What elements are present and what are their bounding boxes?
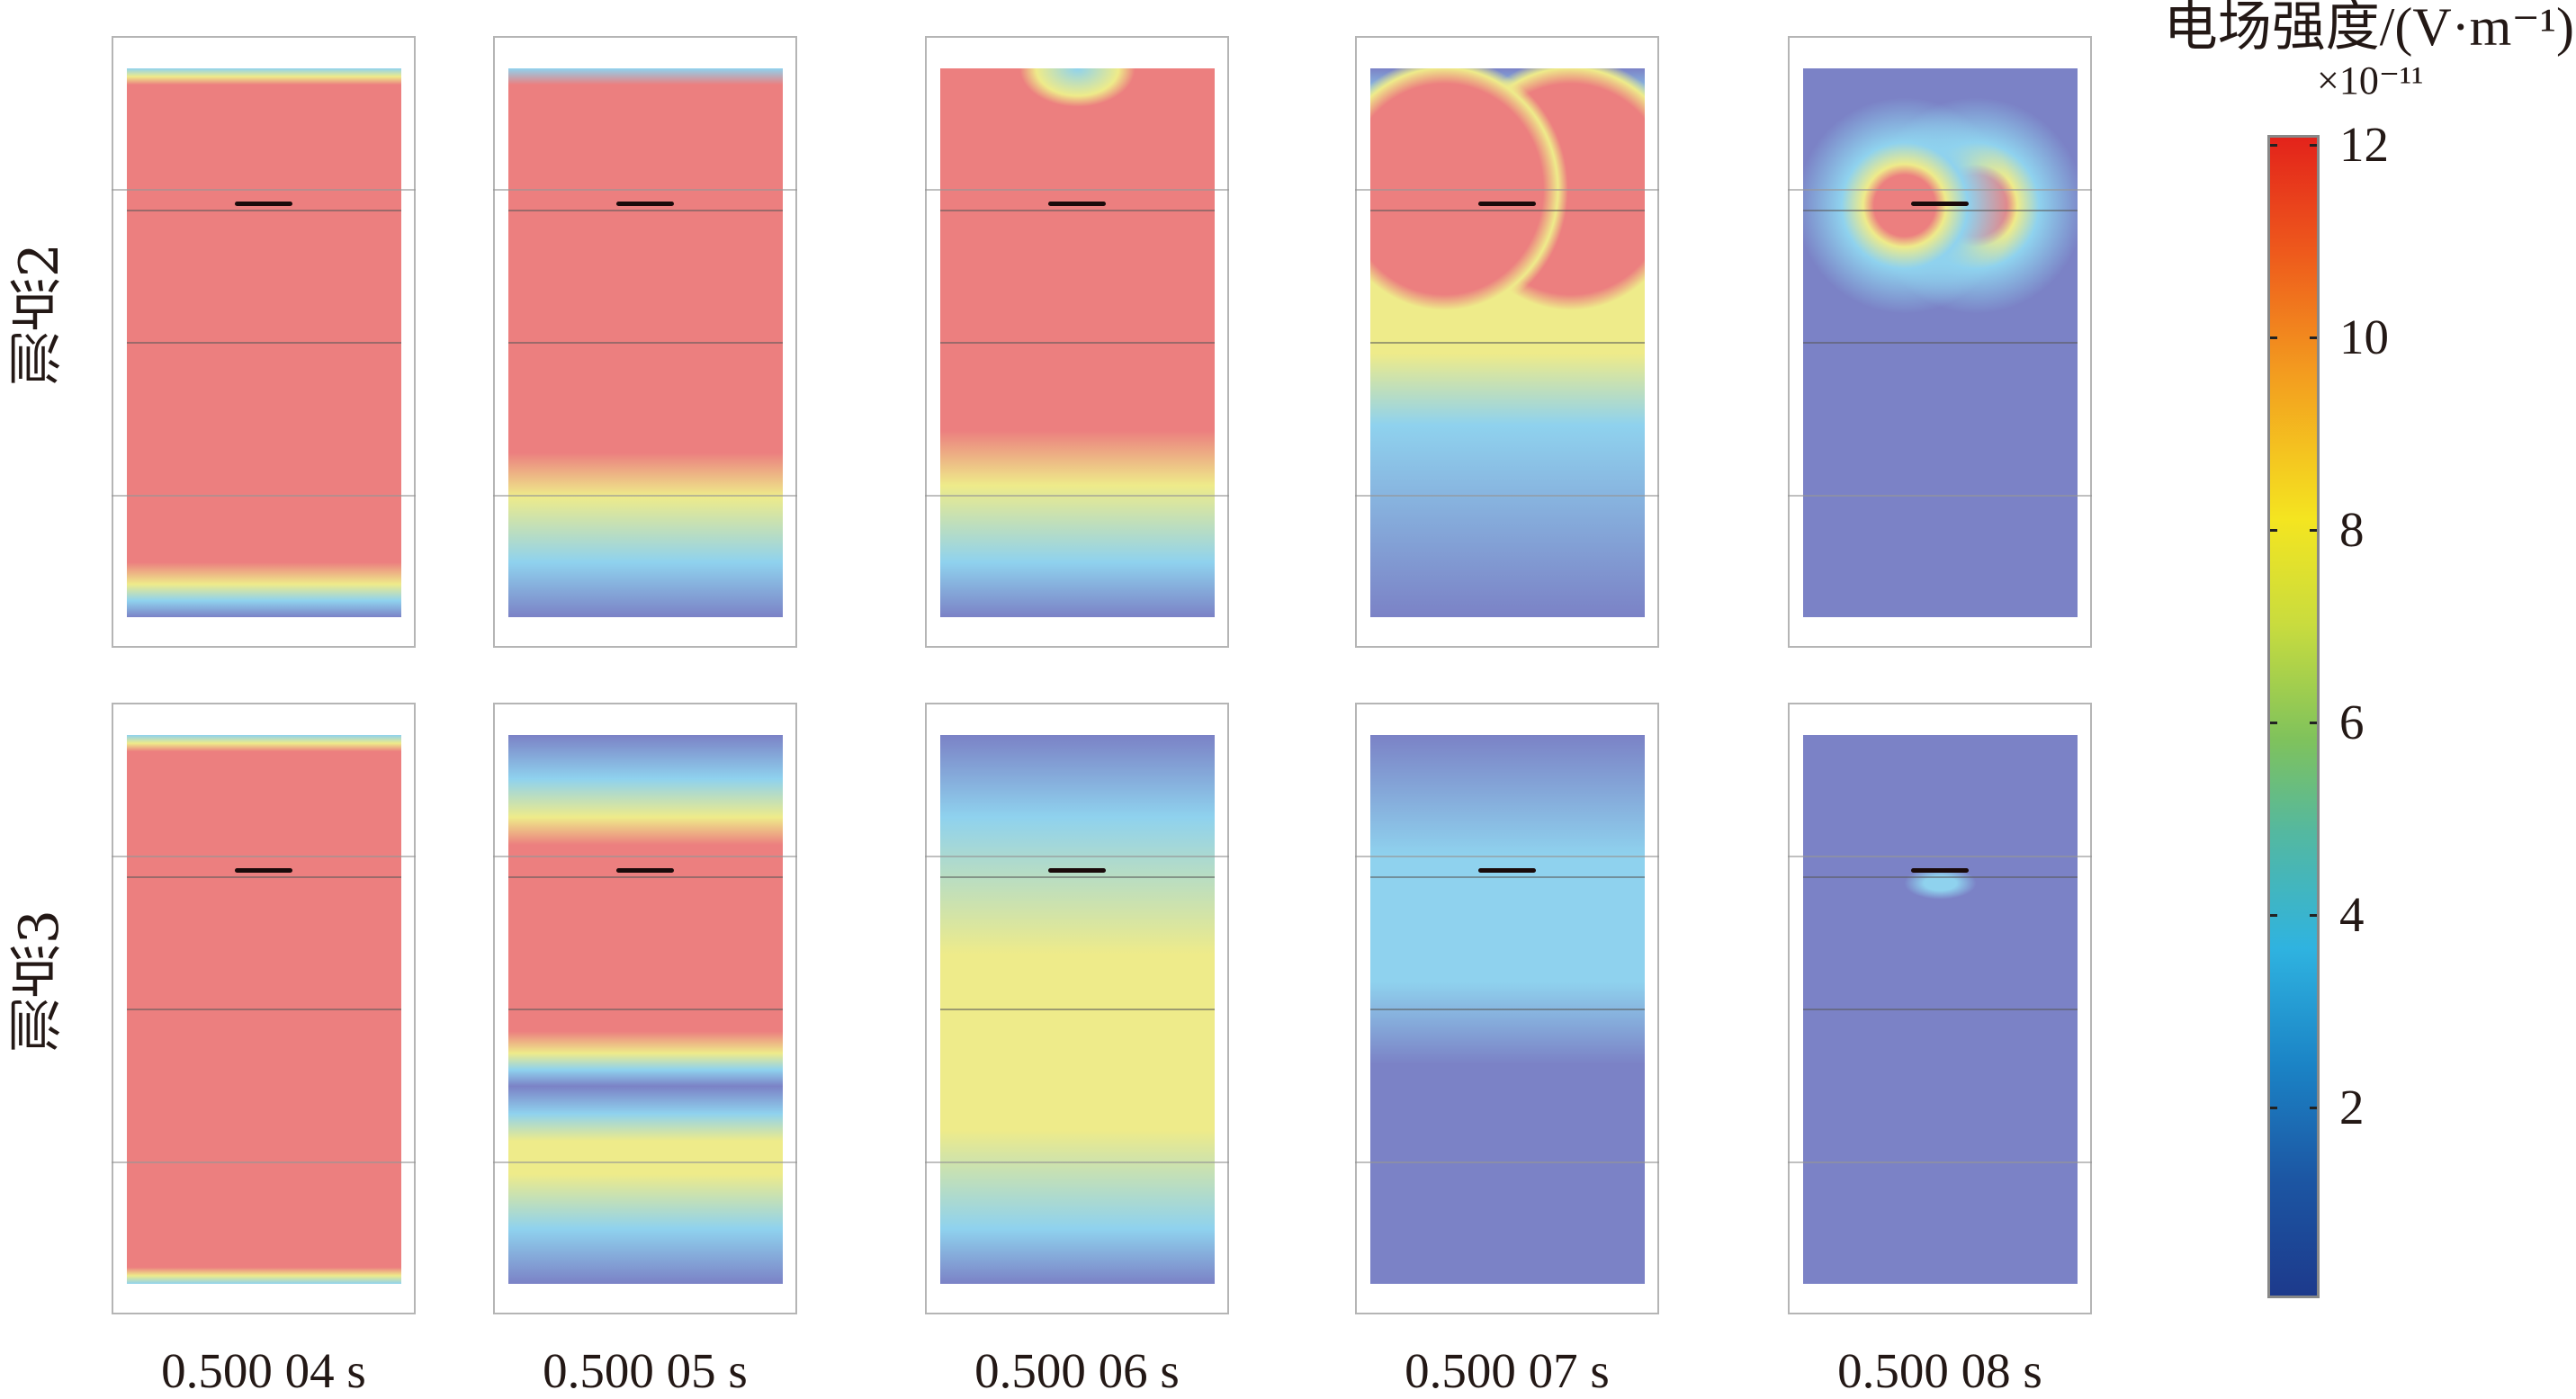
grid-line — [925, 495, 1229, 497]
grid-line — [925, 856, 1229, 857]
probe-marker — [1911, 201, 1969, 206]
domain-frame — [1355, 36, 1659, 648]
row-label: 测点2 — [8, 243, 71, 386]
field-panel — [112, 703, 416, 1314]
colorbar-tick-label: 6 — [2339, 695, 2365, 749]
grid-line — [940, 210, 1215, 212]
grid-line — [1355, 856, 1659, 857]
field-panel — [493, 36, 797, 648]
probe-marker — [1048, 201, 1106, 206]
field-panel — [112, 36, 416, 648]
grid-line — [1370, 210, 1645, 212]
grid-line — [508, 1009, 783, 1010]
grid-line — [127, 210, 401, 212]
colorbar — [2267, 135, 2320, 1298]
colorbar-tick-label: 10 — [2339, 309, 2389, 364]
grid-line — [1370, 342, 1645, 344]
colorbar-exponent: ×10⁻¹¹ — [2317, 58, 2424, 103]
grid-line — [1355, 189, 1659, 191]
colorbar-tick-label: 2 — [2339, 1080, 2365, 1134]
grid-line — [112, 189, 416, 191]
grid-line — [1788, 1161, 2092, 1163]
domain-frame — [925, 703, 1229, 1314]
colorbar-tick — [2270, 336, 2277, 339]
field-panel — [1355, 36, 1659, 648]
colorbar-title: 电场强度/(V·m⁻¹) — [2163, 0, 2574, 57]
grid-line — [508, 342, 783, 344]
colorbar-tick-label: 8 — [2339, 502, 2365, 557]
probe-marker — [616, 201, 674, 206]
colorbar-tick — [2310, 529, 2317, 532]
time-label: 0.500 08 s — [1837, 1343, 2042, 1398]
grid-line — [127, 876, 401, 879]
time-label: 0.500 06 s — [974, 1343, 1180, 1398]
field-panel — [1788, 36, 2092, 648]
colorbar-tick — [2270, 144, 2277, 147]
grid-line — [127, 342, 401, 344]
colorbar-tick — [2270, 722, 2277, 724]
grid-line — [508, 876, 783, 879]
grid-line — [940, 876, 1215, 879]
grid-line — [493, 189, 797, 191]
colorbar-tick — [2310, 1107, 2317, 1109]
colorbar-tick-label: 12 — [2339, 117, 2389, 172]
grid-line — [1803, 342, 2078, 344]
domain-frame — [493, 703, 797, 1314]
time-label: 0.500 05 s — [543, 1343, 748, 1398]
grid-line — [1355, 1161, 1659, 1163]
time-label: 0.500 07 s — [1405, 1343, 1610, 1398]
domain-frame — [925, 36, 1229, 648]
grid-line — [1355, 495, 1659, 497]
probe-marker — [1478, 867, 1536, 873]
colorbar-tick — [2310, 914, 2317, 917]
domain-frame — [1788, 703, 2092, 1314]
grid-line — [1370, 1009, 1645, 1010]
probe-marker — [1911, 867, 1969, 873]
grid-line — [1788, 856, 2092, 857]
field-panel — [925, 703, 1229, 1314]
domain-frame — [493, 36, 797, 648]
field-panel — [925, 36, 1229, 648]
row-label: 测点3 — [8, 910, 71, 1053]
field-panel — [1788, 703, 2092, 1314]
grid-line — [1803, 876, 2078, 879]
probe-marker — [1048, 867, 1106, 873]
grid-line — [112, 856, 416, 857]
grid-line — [493, 1161, 797, 1163]
grid-line — [1788, 189, 2092, 191]
colorbar-tick — [2270, 914, 2277, 917]
colorbar-tick — [2310, 144, 2317, 147]
grid-line — [1803, 210, 2078, 212]
grid-line — [1788, 495, 2092, 497]
domain-frame — [112, 36, 416, 648]
grid-line — [925, 189, 1229, 191]
probe-marker — [1478, 201, 1536, 206]
time-label: 0.500 04 s — [161, 1343, 366, 1398]
colorbar-tick — [2270, 529, 2277, 532]
grid-line — [1370, 876, 1645, 879]
grid-line — [112, 1161, 416, 1163]
domain-frame — [1788, 36, 2092, 648]
probe-marker — [235, 867, 292, 873]
colorbar-tick — [2310, 336, 2317, 339]
colorbar-tick — [2310, 722, 2317, 724]
grid-line — [940, 1009, 1215, 1010]
grid-line — [508, 210, 783, 212]
probe-marker — [616, 867, 674, 873]
grid-line — [112, 495, 416, 497]
grid-line — [1803, 1009, 2078, 1010]
colorbar-tick-label: 4 — [2339, 887, 2365, 942]
grid-line — [493, 856, 797, 857]
grid-line — [493, 495, 797, 497]
domain-frame — [112, 703, 416, 1314]
grid-line — [940, 342, 1215, 344]
field-panel — [493, 703, 797, 1314]
field-panel — [1355, 703, 1659, 1314]
colorbar-tick — [2270, 1107, 2277, 1109]
grid-line — [925, 1161, 1229, 1163]
probe-marker — [235, 201, 292, 206]
grid-line — [127, 1009, 401, 1010]
domain-frame — [1355, 703, 1659, 1314]
